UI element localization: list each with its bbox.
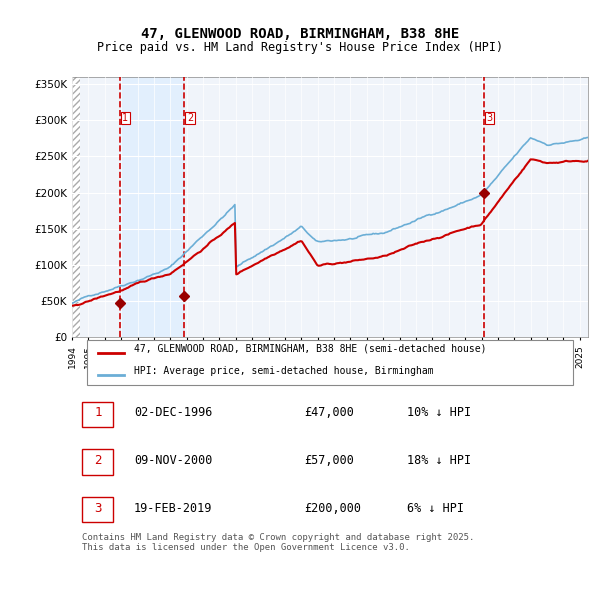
Text: 47, GLENWOOD ROAD, BIRMINGHAM, B38 8HE (semi-detached house): 47, GLENWOOD ROAD, BIRMINGHAM, B38 8HE (…	[134, 343, 487, 353]
Text: 09-NOV-2000: 09-NOV-2000	[134, 454, 212, 467]
Text: 1: 1	[94, 407, 101, 419]
Text: 2: 2	[187, 113, 193, 123]
Text: 47, GLENWOOD ROAD, BIRMINGHAM, B38 8HE: 47, GLENWOOD ROAD, BIRMINGHAM, B38 8HE	[141, 27, 459, 41]
Text: Contains HM Land Registry data © Crown copyright and database right 2025.
This d: Contains HM Land Registry data © Crown c…	[82, 533, 475, 552]
Text: 3: 3	[486, 113, 492, 123]
Text: 18% ↓ HPI: 18% ↓ HPI	[407, 454, 472, 467]
Text: £47,000: £47,000	[304, 407, 354, 419]
Text: 2: 2	[94, 454, 101, 467]
FancyBboxPatch shape	[82, 402, 113, 427]
Bar	[120, 77, 184, 337]
Text: 10% ↓ HPI: 10% ↓ HPI	[407, 407, 472, 419]
Text: 6% ↓ HPI: 6% ↓ HPI	[407, 502, 464, 515]
FancyBboxPatch shape	[88, 340, 572, 385]
Text: £200,000: £200,000	[304, 502, 361, 515]
Text: 1: 1	[122, 113, 128, 123]
Text: HPI: Average price, semi-detached house, Birmingham: HPI: Average price, semi-detached house,…	[134, 366, 434, 376]
Text: 19-FEB-2019: 19-FEB-2019	[134, 502, 212, 515]
FancyBboxPatch shape	[82, 450, 113, 475]
Text: £57,000: £57,000	[304, 454, 354, 467]
FancyBboxPatch shape	[82, 497, 113, 522]
Text: 3: 3	[94, 502, 101, 515]
Text: 02-DEC-1996: 02-DEC-1996	[134, 407, 212, 419]
Text: Price paid vs. HM Land Registry's House Price Index (HPI): Price paid vs. HM Land Registry's House …	[97, 41, 503, 54]
Bar	[72, 77, 80, 337]
